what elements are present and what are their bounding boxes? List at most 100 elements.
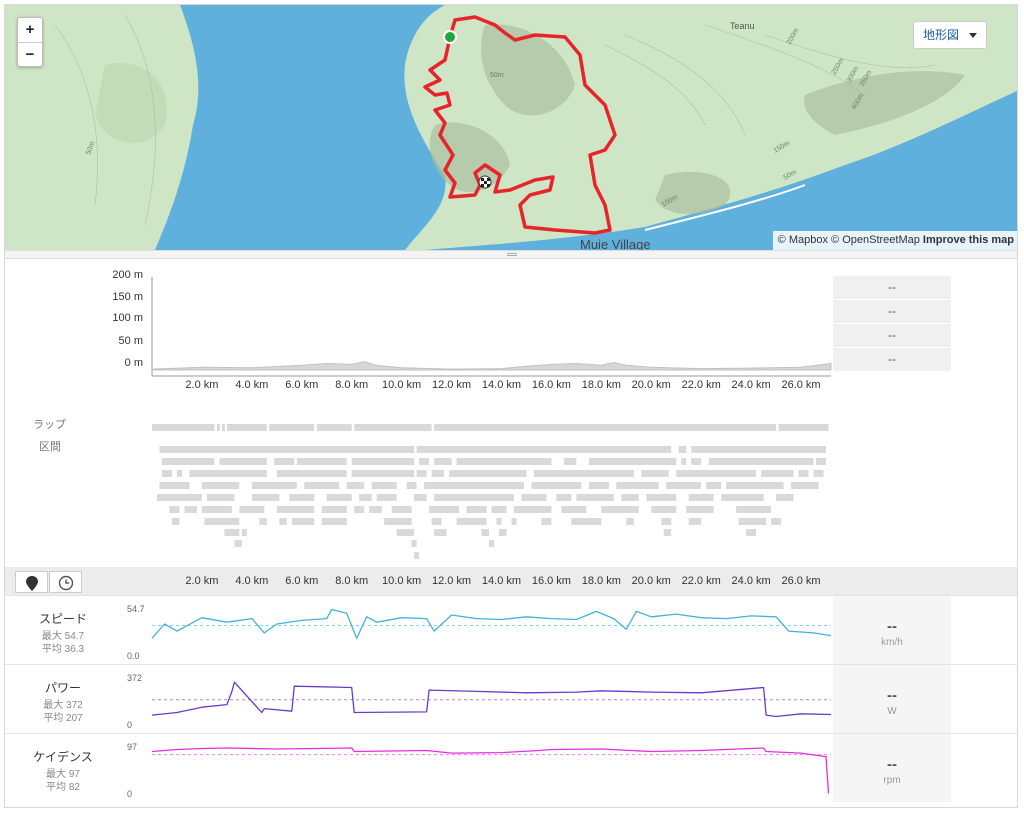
segment-bar	[499, 529, 507, 536]
segment-bar	[676, 470, 757, 477]
stream-line	[151, 747, 830, 794]
segment-bar	[289, 494, 315, 501]
segment-bar	[661, 518, 672, 525]
segment-bar	[738, 518, 767, 525]
x-tick-label: 8.0 km	[335, 575, 369, 587]
location-mode-button[interactable]	[15, 571, 48, 593]
stream-max: 最大 372	[43, 700, 83, 711]
x-tick-label: 12.0 km	[431, 575, 472, 587]
contour-label: 50m	[490, 72, 504, 79]
stream-title: パワー	[44, 681, 81, 695]
stream-plot	[151, 747, 831, 794]
side-value: --	[833, 276, 951, 299]
stream-axis-max: 54.7	[127, 604, 145, 614]
segment-bar	[588, 482, 609, 489]
segment-bar	[431, 518, 442, 525]
segment-bar	[376, 494, 397, 501]
attribution-mapbox-link[interactable]: © Mapbox	[777, 234, 828, 246]
segment-bar	[304, 482, 340, 489]
segment-bar	[571, 518, 602, 525]
segment-bar	[601, 506, 639, 513]
segment-bar	[251, 494, 280, 501]
segment-bar	[726, 482, 784, 489]
segment-bar	[456, 458, 552, 465]
stream-row[interactable]: ケイデンス 最大 97 平均 82 97 0 -- rpm	[5, 733, 1017, 802]
stream-line	[151, 608, 832, 639]
zoom-out-button[interactable]: −	[18, 42, 42, 66]
stream-value: --	[887, 687, 897, 704]
x-tick-label: 10.0 km	[382, 575, 422, 587]
elevation-side-values: -- -- -- --	[833, 276, 951, 372]
segment-bar	[736, 506, 771, 513]
zoom-control: + −	[17, 17, 43, 67]
laps-label: ラップ	[33, 419, 66, 431]
stream-current-value: -- W	[833, 665, 951, 733]
segment-bar	[626, 518, 634, 525]
segment-bar	[296, 458, 347, 465]
segment-bar	[813, 470, 824, 477]
stream-axis-min: 0.0	[127, 651, 140, 661]
segment-bar	[162, 458, 215, 465]
segment-bar	[429, 506, 460, 513]
lap-bar	[221, 424, 225, 431]
x-tick-label: 10.0 km	[382, 379, 422, 391]
segment-bar	[663, 529, 672, 536]
segment-bar	[354, 506, 365, 513]
segment-bar	[346, 482, 365, 489]
stream-max: 最大 54.7	[41, 631, 85, 642]
segment-bar	[201, 482, 240, 489]
segment-bar	[157, 494, 202, 501]
segment-bar	[563, 458, 577, 465]
grip-icon	[507, 253, 517, 256]
y-tick-label: 100 m	[112, 312, 143, 324]
attribution-osm-link[interactable]: © OpenStreetMap	[831, 234, 920, 246]
segment-bar	[678, 446, 687, 453]
zoom-in-button[interactable]: +	[25, 21, 35, 38]
segment-bar	[351, 458, 415, 465]
lap-bar	[434, 424, 777, 431]
segment-bar	[533, 470, 634, 477]
segment-bar	[621, 494, 639, 501]
improve-map-link[interactable]: Improve this map	[922, 234, 1014, 246]
segment-bar	[321, 506, 347, 513]
map-type-dropdown[interactable]: 地形図	[913, 21, 987, 49]
stream-label: パワー 最大 372 平均 207	[5, 679, 121, 725]
segment-bar	[351, 470, 415, 477]
segment-bar	[491, 506, 507, 513]
segment-bar	[496, 518, 502, 525]
lap-bar	[152, 424, 215, 431]
segment-bar	[706, 482, 722, 489]
segment-bar	[169, 506, 180, 513]
stream-row[interactable]: スピード 最大 54.7 平均 36.3 54.7 0.0 -- km/h	[5, 595, 1017, 664]
segment-bar	[531, 482, 582, 489]
segment-bar	[274, 458, 295, 465]
segment-bar	[466, 506, 487, 513]
time-mode-button[interactable]	[49, 571, 82, 593]
segment-bar	[172, 518, 180, 525]
segment-bar	[206, 494, 235, 501]
segment-bar	[259, 518, 267, 525]
stream-value: --	[887, 618, 897, 635]
segment-bar	[688, 494, 714, 501]
segment-bar	[291, 518, 315, 525]
elevation-plot	[151, 277, 832, 377]
segment-bar	[721, 494, 764, 501]
segments-label: 区間	[39, 441, 61, 453]
stream-row[interactable]: パワー 最大 372 平均 207 372 0 -- W	[5, 664, 1017, 733]
segments-track[interactable]	[5, 415, 1018, 565]
stream-plot	[151, 681, 832, 718]
segment-bar	[561, 506, 587, 513]
route-map[interactable]: Teanu Muie Village 50m 200m 250m 300m 35…	[5, 5, 1017, 250]
segment-bar	[514, 506, 552, 513]
stream-label: ケイデンス 最大 97 平均 82	[5, 748, 121, 794]
segment-bar	[761, 470, 794, 477]
segment-bar	[414, 552, 420, 559]
stream-toolbar: 2.0 km 4.0 km 6.0 km 8.0 km 10.0 km 12.0 km 14…	[5, 567, 1017, 595]
map-resize-handle[interactable]	[5, 250, 1017, 259]
segment-bar	[691, 458, 702, 465]
segment-bar	[406, 482, 417, 489]
segment-bar	[521, 494, 547, 501]
x-tick-label: 8.0 km	[335, 379, 369, 391]
segment-bar	[396, 529, 415, 536]
side-value: --	[833, 324, 951, 347]
